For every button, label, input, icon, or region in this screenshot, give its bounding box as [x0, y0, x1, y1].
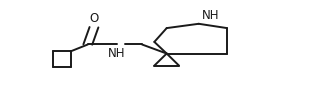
- Text: NH: NH: [202, 9, 219, 22]
- Text: NH: NH: [107, 47, 125, 60]
- Text: O: O: [89, 12, 99, 25]
